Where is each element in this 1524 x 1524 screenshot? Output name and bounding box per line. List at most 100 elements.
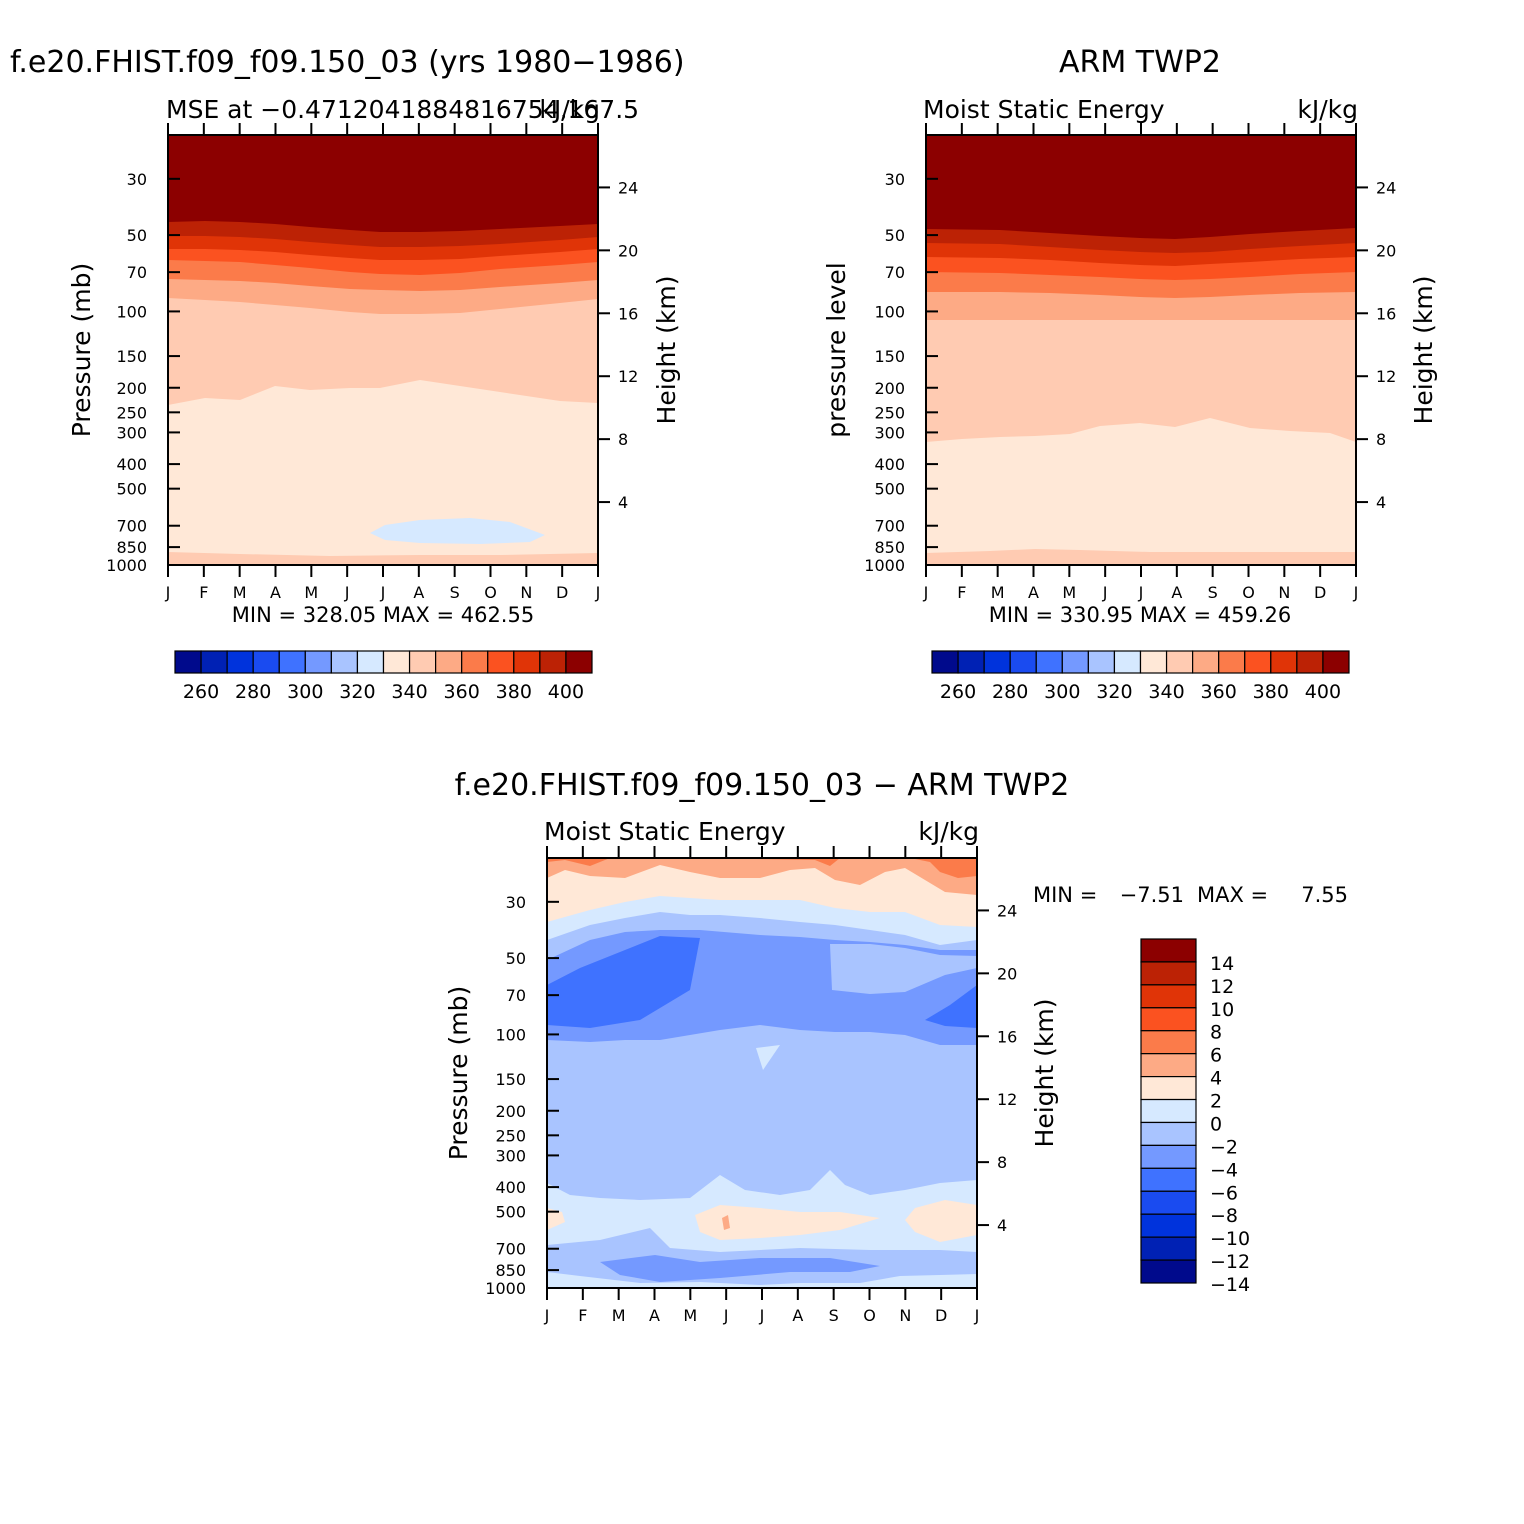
colorbar-swatch bbox=[983, 650, 1011, 674]
colorbar-label: 14 bbox=[1210, 953, 1234, 975]
max-value: 7.55 bbox=[1301, 883, 1348, 907]
month-tick-label: A bbox=[1028, 583, 1039, 602]
colorbar-swatch bbox=[1035, 650, 1063, 674]
month-tick-label: S bbox=[829, 1306, 839, 1325]
colorbar-swatch bbox=[1140, 1075, 1197, 1101]
height-axis: 24 20 16 12 8 4 bbox=[598, 178, 638, 512]
panel-observation: ARM TWP2 Moist Static Energy kJ/kg 30 50 7… bbox=[822, 45, 1438, 703]
colorbar-swatch bbox=[1165, 650, 1194, 674]
y-axis-label-right: Height (km) bbox=[1409, 276, 1438, 425]
pressure-tick-label: 30 bbox=[506, 893, 526, 912]
pressure-tick-label: 700 bbox=[874, 517, 905, 536]
height-tick-label: 24 bbox=[618, 178, 638, 197]
month-tick-label: D bbox=[935, 1306, 947, 1325]
colorbar-swatch bbox=[1140, 1121, 1197, 1147]
contour-band bbox=[168, 135, 598, 232]
pressure-tick-label: 300 bbox=[495, 1146, 526, 1165]
month-tick-label: F bbox=[957, 583, 966, 602]
colorbar-label: −4 bbox=[1210, 1159, 1238, 1181]
colorbar-swatch bbox=[565, 650, 593, 674]
panel-difference: f.e20.FHIST.f09_f09.150_03 − ARM TWP2 Mo… bbox=[444, 768, 1348, 1325]
colorbar-label: 360 bbox=[444, 681, 480, 703]
height-tick-label: 8 bbox=[1376, 430, 1386, 449]
month-tick-label: M bbox=[683, 1306, 697, 1325]
contour-band bbox=[168, 552, 598, 565]
month-tick-label: A bbox=[792, 1306, 803, 1325]
colorbar-label: 0 bbox=[1210, 1113, 1222, 1135]
min-max-label: MIN = 330.95 MAX = 459.26 bbox=[989, 603, 1291, 627]
colorbar-label: 360 bbox=[1201, 681, 1237, 703]
month-tick-label: J bbox=[1353, 583, 1359, 602]
height-tick-label: 16 bbox=[997, 1027, 1017, 1046]
colorbar-swatch bbox=[1270, 650, 1298, 674]
pressure-tick-label: 1000 bbox=[485, 1279, 526, 1298]
height-axis: 24 20 16 12 8 4 bbox=[977, 901, 1017, 1235]
contour-band bbox=[547, 936, 700, 1028]
colorbar-label: 2 bbox=[1210, 1091, 1222, 1113]
colorbar-label: −8 bbox=[1210, 1205, 1238, 1227]
month-tick-label: N bbox=[520, 583, 532, 602]
contour-band bbox=[722, 1215, 730, 1230]
panel-subtitle-left: Moist Static Energy bbox=[923, 95, 1165, 124]
colorbar-swatch bbox=[1192, 650, 1220, 674]
pressure-tick-label: 300 bbox=[874, 423, 905, 442]
colorbar-label: −12 bbox=[1210, 1251, 1250, 1273]
colorbar-swatch bbox=[1244, 650, 1272, 674]
y-axis-label: Pressure (mb) bbox=[444, 986, 473, 1160]
contour-band bbox=[756, 1045, 780, 1070]
month-tick-label: S bbox=[450, 583, 460, 602]
month-tick-label: J bbox=[759, 1306, 765, 1325]
colorbar-label: 260 bbox=[183, 681, 219, 703]
colorbar-swatch bbox=[539, 650, 567, 674]
month-tick-label: N bbox=[899, 1306, 911, 1325]
colorbar-swatch bbox=[931, 650, 959, 674]
height-tick-label: 12 bbox=[1376, 367, 1396, 386]
height-tick-label: 8 bbox=[997, 1153, 1007, 1172]
colorbar-label: 260 bbox=[940, 681, 976, 703]
colorbar-label: 400 bbox=[548, 681, 584, 703]
panel-model: f.e20.FHIST.f09_f09.150_03 (yrs 1980−198… bbox=[10, 45, 685, 703]
pressure-tick-label: 250 bbox=[874, 403, 905, 422]
month-tick-label: O bbox=[1242, 583, 1255, 602]
pressure-tick-label: 500 bbox=[116, 480, 147, 499]
contour-band bbox=[600, 1255, 880, 1282]
colorbar-label: 280 bbox=[992, 681, 1028, 703]
colorbar-swatch bbox=[252, 650, 280, 674]
colorbar-swatch bbox=[356, 650, 385, 674]
month-tick-label: S bbox=[1208, 583, 1218, 602]
height-tick-label: 4 bbox=[1376, 493, 1386, 512]
colorbar-label: 4 bbox=[1210, 1068, 1222, 1090]
colorbar-swatch bbox=[957, 650, 985, 674]
pressure-tick-label: 850 bbox=[116, 538, 147, 557]
month-tick-label: J bbox=[1102, 583, 1108, 602]
month-tick-label: J bbox=[1138, 583, 1144, 602]
month-tick-label: J bbox=[380, 583, 386, 602]
pressure-tick-label: 1000 bbox=[106, 556, 147, 575]
month-tick-label: O bbox=[484, 583, 497, 602]
month-tick-label: N bbox=[1278, 583, 1290, 602]
month-tick-label: J bbox=[595, 583, 601, 602]
colorbar-swatch bbox=[1140, 938, 1197, 963]
month-tick-label: A bbox=[649, 1306, 660, 1325]
height-tick-label: 12 bbox=[618, 367, 638, 386]
y-axis-label-right: Height (km) bbox=[1030, 999, 1059, 1148]
colorbar-label: −6 bbox=[1210, 1182, 1238, 1204]
colorbar-swatch bbox=[1061, 650, 1089, 674]
pressure-tick-label: 200 bbox=[495, 1102, 526, 1121]
max-label: MAX = bbox=[1197, 883, 1268, 907]
colorbar-swatch bbox=[1009, 650, 1037, 674]
panel-title: f.e20.FHIST.f09_f09.150_03 (yrs 1980−198… bbox=[10, 45, 685, 80]
y-axis-label: pressure level bbox=[822, 262, 851, 437]
height-tick-label: 12 bbox=[997, 1090, 1017, 1109]
colorbar-swatch bbox=[1139, 650, 1168, 674]
pressure-tick-label: 1000 bbox=[864, 556, 905, 575]
min-value: −7.51 bbox=[1120, 883, 1184, 907]
colorbar-label: 6 bbox=[1210, 1045, 1222, 1067]
pressure-tick-label: 400 bbox=[874, 455, 905, 474]
contour-band bbox=[547, 1208, 565, 1230]
month-tick-label: J bbox=[544, 1306, 550, 1325]
